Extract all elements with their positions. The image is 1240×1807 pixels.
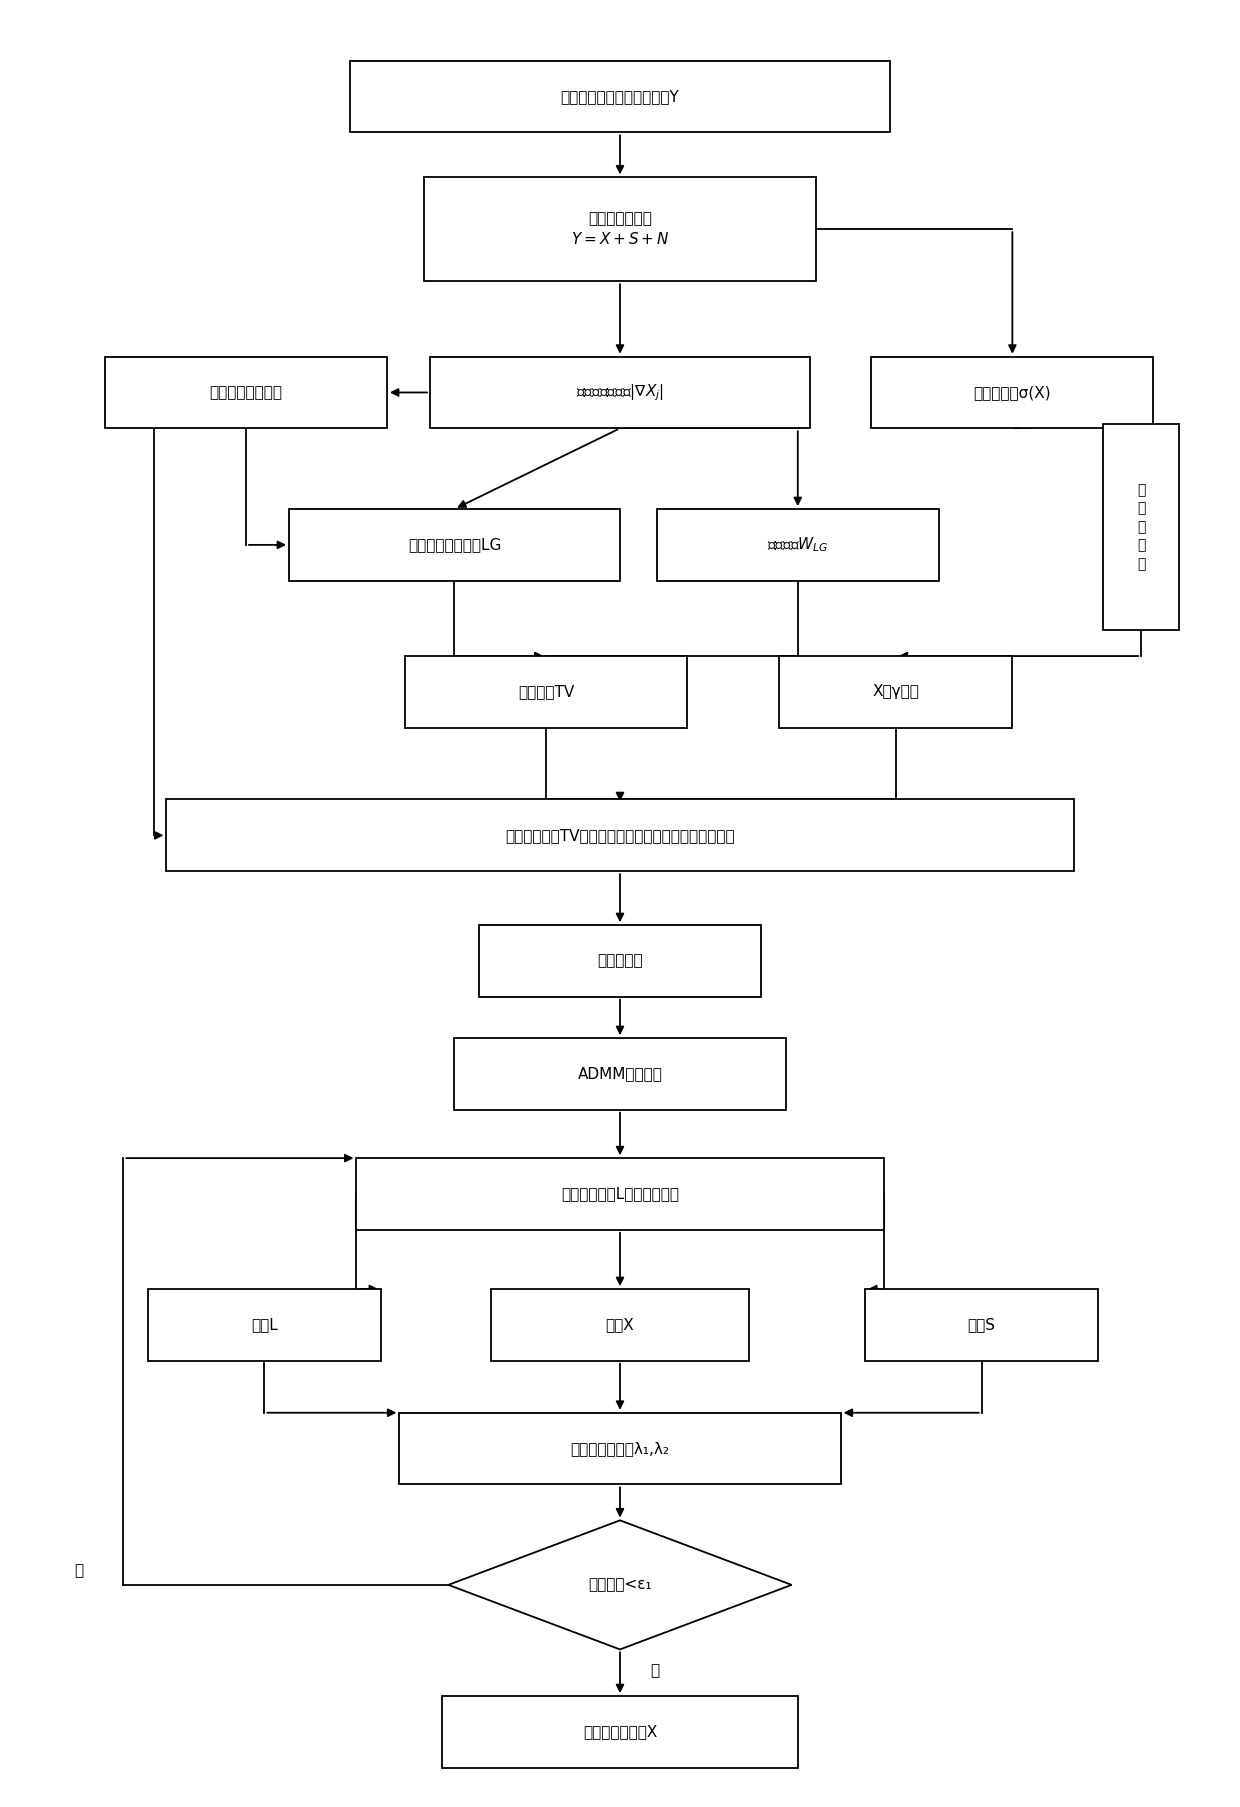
Text: ADMM方法求解: ADMM方法求解 [578, 1066, 662, 1081]
Text: 引入矩阵变量L，化等价形式: 引入矩阵变量L，化等价形式 [560, 1187, 680, 1202]
Text: 更新X: 更新X [605, 1317, 635, 1332]
Text: 相对错误<ε₁: 相对错误<ε₁ [588, 1578, 652, 1592]
Text: 计算局部邻域梯度LG: 计算局部邻域梯度LG [408, 537, 501, 553]
FancyBboxPatch shape [780, 656, 1012, 728]
FancyBboxPatch shape [479, 925, 761, 997]
FancyBboxPatch shape [491, 1288, 749, 1361]
Text: 否: 否 [74, 1563, 83, 1578]
Text: 基于空谱加权TV的非凸低秩松弛的高光谱图像恢复模型: 基于空谱加权TV的非凸低秩松弛的高光谱图像恢复模型 [505, 828, 735, 842]
FancyBboxPatch shape [105, 356, 387, 428]
Text: X的γ范数: X的γ范数 [873, 685, 919, 699]
Text: 计算权重$W_{LG}$: 计算权重$W_{LG}$ [768, 535, 828, 555]
Text: 计算逐波段梯度$|\nabla X_j|$: 计算逐波段梯度$|\nabla X_j|$ [575, 381, 665, 403]
FancyBboxPatch shape [443, 1697, 797, 1767]
FancyBboxPatch shape [866, 1288, 1099, 1361]
FancyBboxPatch shape [399, 1413, 841, 1485]
FancyBboxPatch shape [424, 177, 816, 282]
FancyBboxPatch shape [148, 1288, 381, 1361]
Text: 高光谱图像分解
$Y = X + S + N$: 高光谱图像分解 $Y = X + S + N$ [570, 211, 670, 248]
FancyBboxPatch shape [657, 510, 939, 580]
Text: 更新S: 更新S [967, 1317, 996, 1332]
FancyBboxPatch shape [356, 1158, 884, 1231]
Text: 输出恢复后图像X: 输出恢复后图像X [583, 1724, 657, 1740]
Text: 计算奇异值σ(X): 计算奇异值σ(X) [973, 385, 1052, 399]
Text: 更新正则化参数λ₁,λ₂: 更新正则化参数λ₁,λ₂ [570, 1442, 670, 1456]
Text: 空谱加权TV: 空谱加权TV [518, 685, 574, 699]
FancyBboxPatch shape [430, 356, 810, 428]
Text: 更新L: 更新L [250, 1317, 278, 1332]
FancyBboxPatch shape [1104, 425, 1179, 631]
Text: 算法初始化: 算法初始化 [598, 954, 642, 969]
Text: 空间局部邻域信息: 空间局部邻域信息 [210, 385, 283, 399]
FancyBboxPatch shape [872, 356, 1153, 428]
FancyBboxPatch shape [405, 656, 687, 728]
FancyBboxPatch shape [350, 61, 890, 132]
FancyBboxPatch shape [455, 1037, 785, 1109]
Text: 低
秩
凸
松
弛: 低 秩 凸 松 弛 [1137, 482, 1146, 571]
FancyBboxPatch shape [166, 799, 1074, 871]
Text: 是: 是 [651, 1664, 660, 1679]
Polygon shape [449, 1520, 791, 1650]
FancyBboxPatch shape [289, 510, 620, 580]
Text: 输入受噪声污染高光谱图像Y: 输入受噪声污染高光谱图像Y [560, 89, 680, 105]
